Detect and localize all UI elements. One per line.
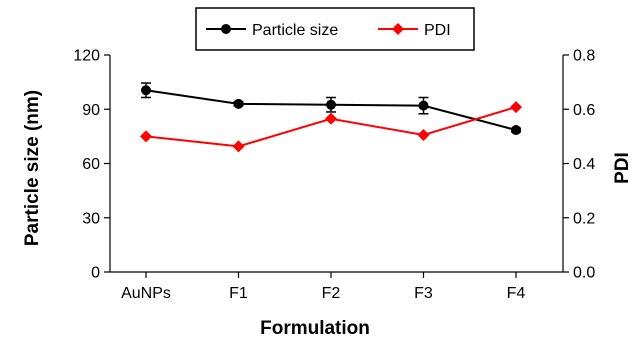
- y-right-tick-label: 0.0: [573, 265, 595, 282]
- y-left-tick-label: 60: [82, 156, 100, 173]
- data-point-pdi: [325, 112, 337, 125]
- data-point-particle-size: [141, 85, 151, 96]
- data-point-particle-size: [418, 100, 429, 111]
- legend-label-particle-size: Particle size: [252, 22, 338, 39]
- legend-marker-pdi: [392, 23, 404, 35]
- y-axis-right-title: PDI: [612, 152, 633, 184]
- y-left-tick-label: 90: [82, 102, 100, 119]
- data-point-particle-size: [326, 99, 336, 110]
- legend-label-pdi: PDI: [424, 22, 451, 39]
- x-tick-label: AuNPs: [121, 285, 171, 302]
- series-layer: [140, 82, 522, 153]
- y-axis-left-title: Particle size (nm): [22, 90, 43, 246]
- x-axis-title: Formulation: [260, 318, 370, 339]
- x-tick-label: F1: [229, 285, 248, 302]
- data-point-pdi: [417, 129, 430, 142]
- y-right-tick-label: 0.2: [573, 210, 595, 227]
- legend: Particle size PDI: [195, 7, 475, 51]
- data-point-particle-size: [233, 98, 244, 109]
- x-tick-label: F2: [322, 285, 341, 302]
- y-left-tick-label: 0: [91, 265, 100, 282]
- x-tick-label: F3: [414, 285, 433, 302]
- y-right-tick-label: 0.6: [573, 102, 595, 119]
- y-left-tick-label: 30: [82, 210, 100, 227]
- ticks: 0 30 60 90 120 0.0 0.2 0.4 0.6 0.8 AuNPs F1 F2 F3 F4: [73, 48, 595, 303]
- y-right-tick-label: 0.4: [573, 156, 595, 173]
- legend-marker-particle-size: [221, 24, 231, 34]
- y-right-tick-label: 0.8: [573, 48, 595, 65]
- data-point-pdi: [510, 101, 522, 114]
- data-point-pdi: [140, 130, 152, 143]
- data-point-pdi: [232, 140, 245, 153]
- axes: [109, 55, 564, 273]
- x-tick-label: F4: [507, 285, 526, 302]
- data-point-particle-size: [511, 125, 521, 136]
- y-left-tick-label: 120: [73, 48, 100, 65]
